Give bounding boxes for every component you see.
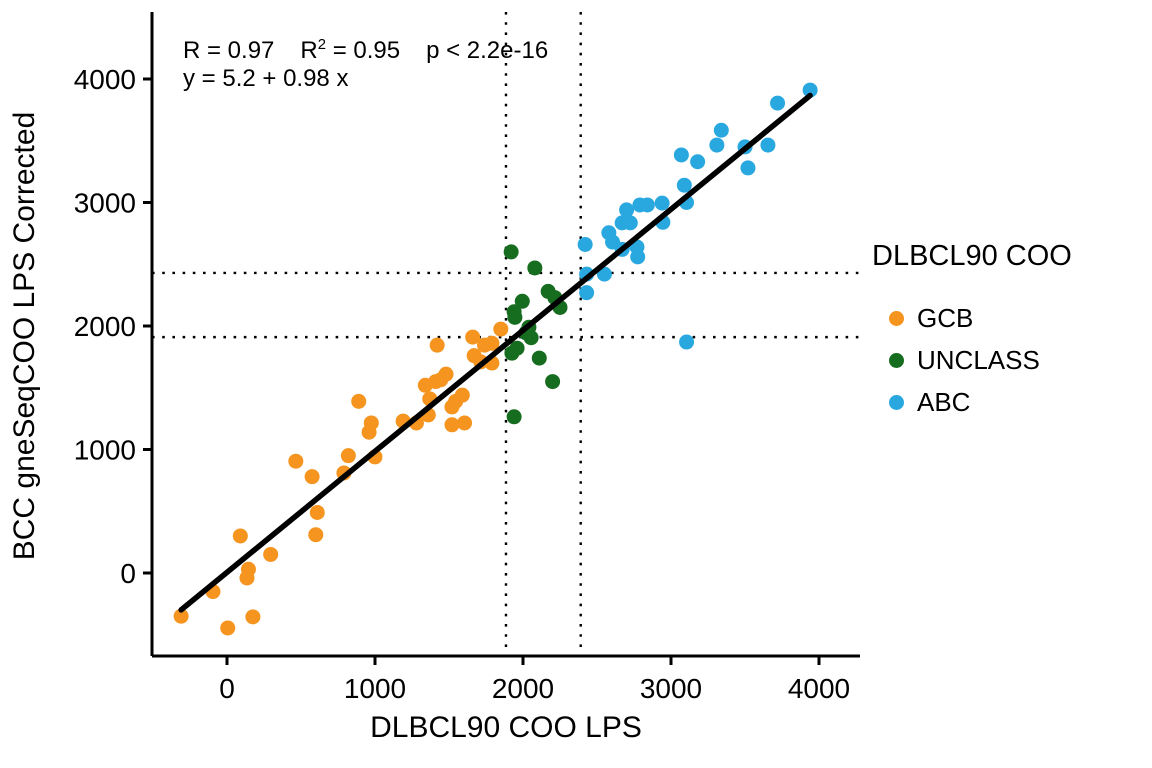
data-point-abc [654, 195, 670, 211]
r-value: R = 0.97 [183, 37, 275, 64]
p-value: p < 2.2e-16 [426, 37, 549, 64]
data-point-gcb [438, 366, 454, 382]
y-tick-label: 1000 [74, 435, 136, 466]
data-point-abc [630, 249, 646, 265]
x-tick-label: 3000 [640, 673, 702, 704]
legend-title: DLBCL90 COO [872, 240, 1072, 272]
data-point-abc [709, 137, 725, 153]
x-tick-label: 2000 [492, 673, 554, 704]
data-point-abc [676, 177, 692, 193]
data-point-gcb [351, 393, 367, 409]
data-point-gcb [444, 417, 460, 433]
y-tick-label: 3000 [74, 188, 136, 219]
data-point-gcb [454, 387, 470, 403]
regression-line [178, 92, 813, 613]
data-point-unclass [514, 293, 530, 309]
data-point-abc [679, 334, 695, 350]
legend: DLBCL90 COO GCB UNCLASS ABC [872, 240, 1072, 423]
data-point-gcb [308, 527, 324, 543]
data-point-gcb [263, 546, 279, 562]
regression-equation: y = 5.2 + 0.98 x [183, 65, 349, 92]
legend-label-abc: ABC [917, 386, 971, 417]
x-tick-label: 0 [219, 673, 235, 704]
data-point-unclass [531, 350, 547, 366]
data-point-unclass [506, 409, 522, 425]
data-point-abc [639, 197, 655, 213]
data-point-gcb [340, 448, 356, 464]
data-point-abc [579, 285, 595, 301]
data-point-abc [577, 236, 593, 252]
data-point-unclass [523, 330, 539, 346]
x-tick-label: 4000 [788, 673, 850, 704]
data-point-gcb [465, 329, 481, 345]
y-tick-label: 4000 [74, 64, 136, 95]
data-point-unclass [504, 345, 520, 361]
legend-item-gcb: GCB [872, 297, 1072, 339]
data-point-gcb [304, 469, 320, 485]
data-point-abc [802, 82, 818, 98]
data-point-unclass [507, 309, 523, 325]
data-point-gcb [493, 321, 509, 337]
data-point-abc [740, 160, 756, 176]
data-point-gcb [232, 528, 248, 544]
data-point-gcb [363, 415, 379, 431]
y-axis-title: BCC gneSeqCOO LPS Corrected [8, 111, 41, 561]
annotation-line-1: R = 0.97 R2 = 0.95 p < 2.2e-16 [183, 31, 548, 65]
data-point-abc [622, 215, 638, 231]
legend-item-unclass: UNCLASS [872, 339, 1072, 381]
x-tick-label: 1000 [344, 673, 406, 704]
data-point-gcb [429, 337, 445, 353]
data-point-abc [713, 122, 729, 138]
data-point-abc [673, 147, 689, 163]
gcb-dot-icon [889, 310, 904, 326]
unclass-dot-icon [889, 352, 904, 368]
data-point-unclass [545, 374, 561, 390]
x-axis-title: DLBCL90 COO LPS [370, 711, 642, 744]
correlation-annotation: R = 0.97 R2 = 0.95 p < 2.2e-16 y = 5.2 + 0… [183, 31, 548, 93]
data-point-abc [690, 154, 706, 170]
data-point-gcb [173, 608, 189, 624]
data-point-gcb [245, 609, 261, 625]
data-point-abc [619, 202, 635, 218]
data-point-gcb [240, 561, 256, 577]
data-point-gcb [288, 453, 304, 469]
data-point-abc [770, 95, 786, 111]
data-point-abc [596, 266, 612, 282]
r-squared-value: R2 = 0.95 [300, 37, 401, 64]
y-tick-label: 2000 [74, 311, 136, 342]
legend-label-gcb: GCB [917, 302, 974, 333]
legend-item-abc: ABC [872, 381, 1072, 423]
legend-label-unclass: UNCLASS [917, 344, 1040, 375]
data-point-gcb [457, 415, 473, 431]
data-point-abc [760, 137, 776, 153]
data-point-unclass [527, 260, 543, 276]
data-point-gcb [220, 620, 236, 636]
data-point-gcb [477, 337, 493, 353]
y-tick-label: 0 [120, 558, 136, 589]
data-point-gcb [309, 504, 325, 520]
data-point-unclass [503, 244, 519, 260]
abc-dot-icon [889, 394, 904, 410]
